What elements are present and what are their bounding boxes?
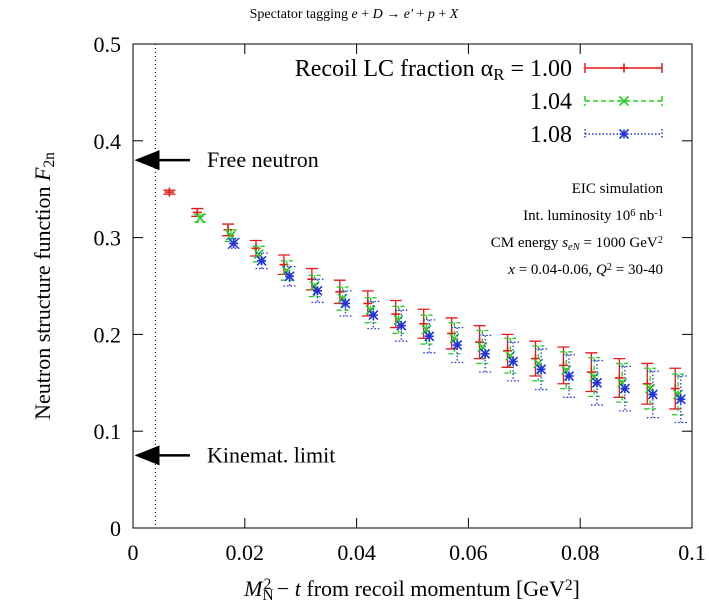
y-tick-label: 0 — [110, 516, 121, 541]
legend-label: 1.04 — [530, 89, 572, 115]
text-part: = 30-40 — [612, 262, 663, 278]
x-tick-label: 0.04 — [337, 540, 376, 565]
chart-title: Spectator tagging e + D → e' + p + X — [250, 7, 459, 22]
text-part: + — [435, 7, 450, 22]
text-part: Recoil LC fraction α — [295, 56, 494, 82]
error-bar — [423, 319, 436, 354]
text-part: = 0.04-0.06, — [515, 262, 596, 278]
x-tick-label: 0.1 — [678, 540, 706, 565]
y-axis-label: Neutron structure function F2n — [30, 152, 58, 420]
error-bar — [451, 326, 464, 364]
x-tick-label: 0.06 — [449, 540, 488, 565]
text-part: D — [372, 7, 383, 22]
text-part: 2 — [565, 577, 573, 594]
marker — [284, 271, 295, 282]
legend-sample — [584, 96, 663, 106]
y-tick-label: 0.5 — [94, 32, 122, 57]
text-part: → — [383, 7, 404, 22]
text-part: -1 — [654, 208, 663, 219]
marker — [618, 128, 630, 140]
text-part: = — [504, 56, 530, 82]
text-part: R — [493, 65, 505, 84]
marker — [228, 238, 239, 249]
y-tick-label: 0.2 — [94, 322, 122, 347]
text-part: nb — [636, 208, 655, 224]
marker — [591, 377, 603, 388]
x-tick-label: 0.08 — [561, 540, 600, 565]
info-text: EIC simulation — [572, 181, 664, 197]
x-tick-label: 0 — [128, 540, 139, 565]
text-part: from recoil momentum [GeV — [301, 576, 565, 601]
marker — [340, 298, 351, 309]
text-part: CM energy — [491, 235, 562, 251]
marker — [647, 389, 658, 400]
marker — [164, 187, 174, 197]
error-bar — [646, 370, 659, 419]
text-part: ] — [573, 576, 580, 601]
text-part: + — [358, 7, 373, 22]
y-tick-label: 0.1 — [94, 419, 122, 444]
text-part: Int. luminosity 10 — [523, 208, 630, 224]
marker — [452, 339, 463, 351]
text-part: F — [30, 167, 55, 182]
y-tick-label: 0.3 — [94, 226, 122, 251]
marker — [563, 370, 575, 382]
marker — [619, 383, 630, 394]
text-part: 2 — [658, 235, 663, 246]
text-part: Q — [596, 262, 607, 278]
x-tick-label: 0.02 — [226, 540, 265, 565]
marker — [256, 255, 267, 266]
error-bar — [339, 290, 352, 317]
legend-label: 1.08 — [530, 122, 572, 148]
error-bar — [674, 375, 687, 424]
marker — [619, 63, 629, 73]
marker — [424, 331, 435, 342]
marker — [618, 95, 630, 107]
marker — [368, 309, 379, 321]
y-tick-label: 0.4 — [94, 129, 122, 154]
text-part: s — [562, 235, 568, 251]
marker — [312, 285, 323, 296]
text-part: t — [295, 576, 302, 601]
text-part: 2 — [264, 576, 272, 593]
marker — [536, 364, 547, 375]
text-part: x — [507, 262, 515, 278]
text-part: p — [427, 7, 435, 22]
text-part: + — [413, 7, 428, 22]
text-part: EIC simulation — [572, 181, 664, 197]
text-part: − — [271, 576, 294, 601]
text-part: e — [352, 7, 358, 22]
text-part: 6 — [630, 208, 635, 219]
error-bar — [535, 348, 548, 391]
legend-prefix: Recoil LC fraction αR = 1.00 — [295, 56, 572, 84]
error-bar — [507, 341, 520, 382]
error-bar — [392, 305, 405, 335]
text-part: 2n — [41, 152, 58, 168]
marker — [480, 348, 491, 359]
text-part: e' — [404, 7, 414, 22]
x-axis-label: MN2 − t from recoil momentum [GeV2] — [243, 576, 580, 604]
error-bar — [283, 265, 296, 287]
info-text: Int. luminosity 106 nb-1 — [523, 208, 663, 224]
text-part: = 1000 GeV — [580, 235, 658, 251]
info-text: CM energy seN = 1000 GeV2 — [491, 235, 663, 253]
legend-label: 1.00 — [530, 56, 572, 82]
marker — [195, 213, 206, 224]
error-bar — [367, 300, 380, 330]
text-part: X — [449, 7, 459, 22]
text-part: Neutron structure function — [30, 181, 55, 420]
text-part: eN — [568, 242, 581, 253]
marker — [396, 320, 407, 331]
annotation: Free neutron — [207, 147, 319, 172]
plot-frame — [132, 43, 693, 529]
marker — [675, 394, 686, 405]
marker — [508, 356, 519, 367]
info-text: x = 0.04-0.06, Q2 = 30-40 — [507, 262, 663, 278]
annotation: Kinemat. limit — [207, 442, 335, 467]
text-part: 2 — [607, 262, 612, 273]
text-part: N — [262, 587, 273, 604]
text-part: Spectator tagging — [250, 7, 352, 22]
text-part: M — [243, 576, 264, 601]
